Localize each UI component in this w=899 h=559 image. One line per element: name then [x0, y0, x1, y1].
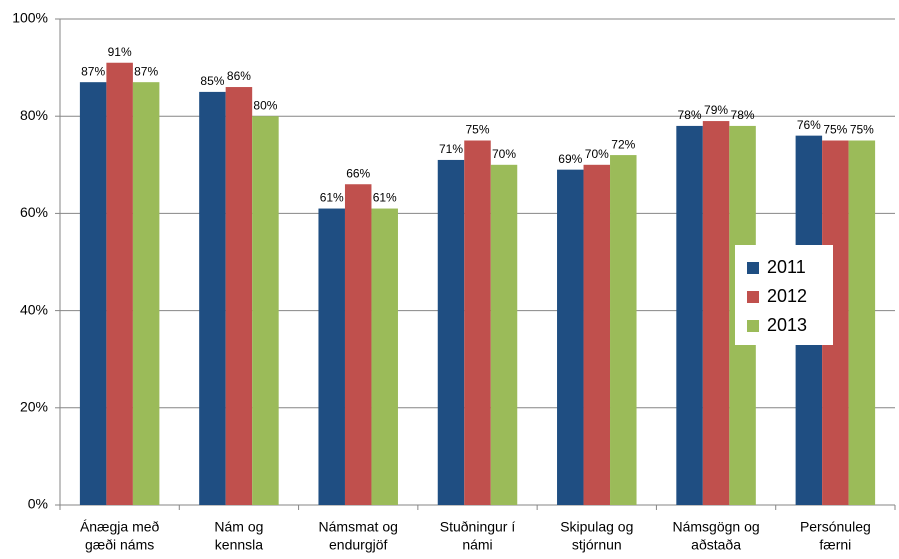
data-label: 86%: [227, 69, 251, 83]
x-tick-label: Persónuleg: [800, 519, 871, 535]
y-tick-label: 40%: [20, 301, 48, 317]
data-label: 61%: [373, 191, 397, 205]
data-label: 91%: [108, 45, 132, 59]
data-label: 80%: [253, 98, 277, 112]
bar: [199, 91, 226, 506]
data-label: 72%: [611, 137, 635, 151]
data-label: 75%: [465, 123, 489, 137]
bar: [344, 184, 372, 506]
y-tick-label: 0%: [28, 496, 48, 512]
bar: [583, 164, 611, 506]
x-tick-label: kennsla: [215, 537, 263, 553]
data-label: 75%: [823, 123, 847, 137]
bar: [371, 208, 398, 506]
legend-swatch: [747, 320, 759, 332]
data-label: 85%: [200, 74, 224, 88]
legend-label: 2013: [767, 315, 807, 335]
data-label: 79%: [704, 103, 728, 117]
x-tick-label: færni: [819, 537, 851, 553]
bar: [702, 121, 730, 505]
legend-swatch: [747, 262, 759, 274]
data-label: 71%: [439, 142, 463, 156]
data-label: 70%: [492, 147, 516, 161]
legend-label: 2011: [767, 257, 806, 277]
x-tick-label: Námsgögn og: [672, 519, 759, 535]
x-tick-label: Námsmat og: [319, 519, 398, 535]
bar: [610, 155, 637, 505]
x-tick-label: námi: [462, 537, 492, 553]
legend-swatch: [747, 291, 759, 303]
data-label: 66%: [346, 166, 370, 180]
bar: [490, 164, 518, 506]
bar: [437, 159, 465, 505]
bar: [464, 140, 491, 505]
data-label: 70%: [585, 147, 609, 161]
x-tick-label: aðstaða: [691, 537, 741, 553]
bar: [676, 125, 703, 506]
y-tick-label: 20%: [20, 399, 48, 415]
bar: [848, 140, 876, 505]
data-label: 78%: [731, 108, 755, 122]
bar: [225, 87, 253, 505]
y-tick-label: 80%: [20, 107, 48, 123]
y-tick-label: 100%: [12, 10, 48, 26]
bar: [132, 82, 160, 506]
x-tick-label: Ánægja með: [80, 519, 160, 535]
data-label: 76%: [797, 118, 821, 132]
data-label: 69%: [558, 152, 582, 166]
x-tick-label: gæði náms: [85, 537, 154, 553]
x-tick-label: Stuðningur í: [440, 519, 516, 535]
data-label: 61%: [320, 191, 344, 205]
y-tick-label: 60%: [20, 204, 48, 220]
bar: [557, 169, 584, 505]
data-label: 78%: [678, 108, 702, 122]
bar: [79, 82, 107, 506]
x-tick-label: endurgjöf: [329, 537, 387, 553]
data-label: 87%: [81, 64, 105, 78]
x-tick-label: Skipulag og: [560, 519, 633, 535]
data-label: 75%: [850, 123, 874, 137]
bar: [252, 116, 279, 505]
data-label: 87%: [134, 64, 158, 78]
x-tick-label: stjórnun: [572, 537, 622, 553]
legend-label: 2012: [767, 286, 807, 306]
bar: [106, 62, 133, 506]
bar: [318, 208, 345, 506]
x-tick-label: Nám og: [214, 519, 263, 535]
